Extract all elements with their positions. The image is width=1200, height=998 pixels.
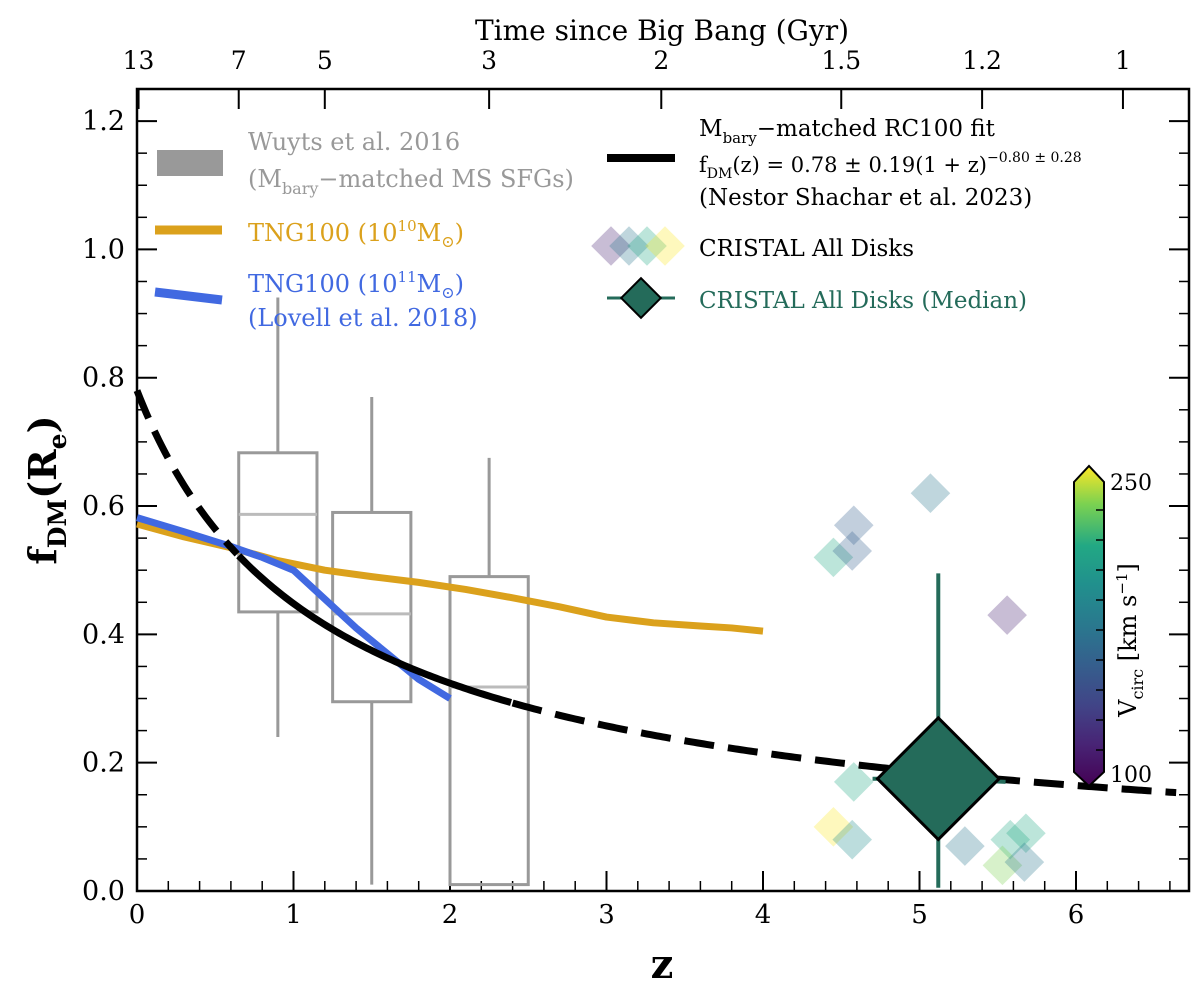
median-marker	[875, 715, 1002, 842]
colorbar-ticks	[1096, 509, 1104, 751]
cristal-points	[813, 473, 1046, 886]
cristal-point	[1004, 842, 1045, 882]
legend-tng10-label: TNG100 (1010M⊙)	[248, 217, 464, 251]
tng11-line	[135, 514, 452, 702]
top-tick-label: 13	[123, 46, 155, 75]
cristal-point	[982, 845, 1023, 886]
axis-tick-labels: 0 1 2 3 4 5 6 0.0 0.2 0.4 0.6 0.8 1.0 1.2 13 7 5 3 2 1.5 1.2…	[82, 46, 1131, 930]
legend: Wuyts et al. 2016 (Mbary−matched MS SFGs…	[154, 116, 1082, 332]
y-tick-label: 0.6	[82, 491, 125, 522]
cristal-point	[987, 595, 1027, 635]
boxplot	[237, 297, 319, 738]
top-tick-label: 5	[317, 46, 333, 75]
top-tick-label: 7	[231, 46, 247, 75]
top-tick-label: 1.2	[962, 46, 1002, 75]
axis-ticks	[136, 89, 1189, 892]
y-tick-label: 0.2	[82, 748, 125, 779]
boxplot	[448, 457, 530, 887]
legend-tng11-swatch	[154, 287, 223, 305]
legend-tng11-label-2: (Lovell et al. 2018)	[248, 304, 478, 332]
y-tick-label: 0.4	[82, 619, 125, 650]
colorbar-min-label: 100	[1110, 763, 1152, 788]
x-tick-label: 3	[598, 900, 615, 930]
x-axis-label: z	[651, 941, 674, 988]
y-tick-label: 1.0	[82, 234, 125, 265]
legend-fit-reference: (Nestor Shachar et al. 2023)	[699, 185, 1032, 211]
x-tick-label: 4	[755, 900, 772, 930]
x-tick-label: 1	[285, 900, 302, 930]
series-lines	[133, 389, 1177, 797]
y-tick-label: 0.8	[82, 363, 125, 394]
fit-line-dashed-low	[133, 389, 240, 557]
top-tick-label: 3	[481, 46, 497, 75]
wuyts-boxplots	[237, 297, 530, 887]
cristal-point	[813, 807, 854, 847]
plot-frame	[135, 87, 1191, 893]
y-tick-label: 0.0	[82, 876, 125, 907]
legend-median-swatch	[607, 276, 675, 320]
top-tick-label: 1.5	[821, 46, 861, 75]
x-tick-label: 2	[442, 900, 459, 930]
legend-fit-formula: fDM(z) = 0.78 ± 0.19(1 + z)−0.80 ± 0.28	[699, 150, 1082, 182]
cristal-point	[813, 537, 854, 578]
legend-wuyts-label: Wuyts et al. 2016	[248, 128, 460, 156]
cristal-median	[872, 573, 1006, 888]
fit-line-solid	[236, 553, 512, 706]
top-tick-label: 1	[1115, 46, 1131, 75]
legend-tng11-label: TNG100 (1011M⊙)	[248, 268, 464, 302]
cristal-point	[945, 826, 985, 866]
cristal-point	[832, 531, 873, 571]
boxplot-box	[448, 575, 530, 887]
cristal-point	[990, 819, 1031, 860]
top-tick-label: 2	[653, 46, 669, 75]
colorbar-max-label: 250	[1110, 471, 1152, 496]
colorbar	[1073, 464, 1105, 788]
legend-wuyts-swatch	[157, 150, 223, 176]
y-axis-label: fDM(Re)	[20, 415, 72, 564]
colorbar-label: Vcirc [km s−1]	[1113, 563, 1147, 718]
x-tick-label: 6	[1068, 900, 1085, 930]
cristal-point	[832, 819, 873, 860]
legend-median-label: CRISTAL All Disks (Median)	[699, 288, 1027, 314]
boxplot-box	[331, 510, 413, 704]
cristal-point	[910, 473, 951, 514]
legend-wuyts-label-2: (Mbary−matched MS SFGs)	[248, 165, 574, 198]
fit-line-dashed-high	[511, 699, 1177, 797]
y-tick-label: 1.2	[82, 106, 125, 137]
legend-cristal-swatch	[591, 226, 685, 266]
legend-cristal-label: CRISTAL All Disks	[699, 236, 914, 262]
cristal-point	[1006, 813, 1046, 854]
cristal-point	[833, 762, 874, 802]
boxplot-box	[237, 451, 319, 614]
legend-fit-label: Mbary−matched RC100 fit	[699, 116, 996, 147]
x-tick-label: 5	[911, 900, 928, 930]
top-axis-label: Time since Big Bang (Gyr)	[475, 14, 849, 47]
x-tick-label: 0	[129, 900, 146, 930]
